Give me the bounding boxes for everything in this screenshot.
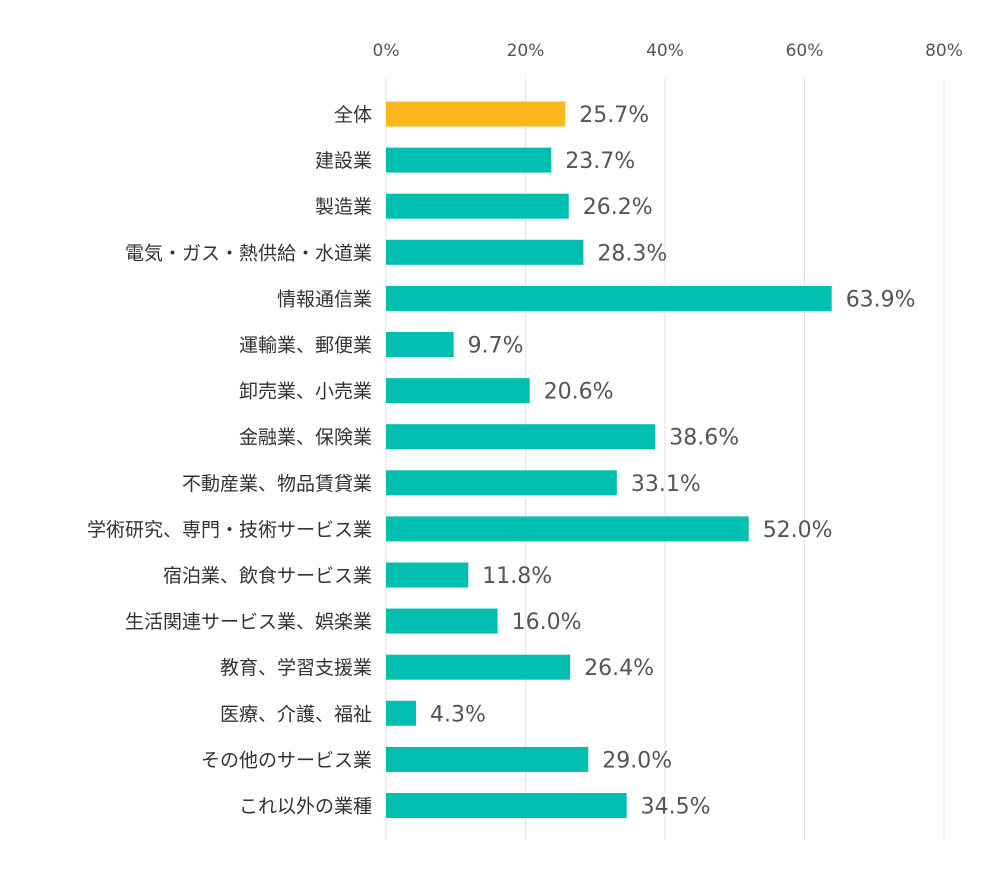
category-label: これ以外の業種	[239, 796, 372, 818]
bar	[386, 562, 469, 588]
data-label: 29.0%	[602, 748, 672, 773]
data-label: 23.7%	[565, 149, 635, 174]
bar	[386, 746, 589, 772]
category-label: 宿泊業、飲食サービス業	[163, 565, 372, 587]
bar	[386, 147, 552, 173]
bar	[386, 470, 617, 496]
x-axis-ticks: 0% 20% 40% 60% 80%	[373, 41, 963, 61]
data-label: 38.6%	[669, 426, 739, 451]
data-labels: 25.7% 23.7% 26.2% 28.3% 63.9% 9.7% 20.6% 38.6% 3…	[430, 103, 916, 820]
x-tick-label: 40%	[646, 41, 684, 61]
data-label: 26.2%	[583, 195, 653, 220]
data-label: 63.9%	[846, 287, 916, 312]
bar	[386, 378, 530, 404]
bar	[386, 239, 584, 265]
bar	[386, 193, 569, 219]
category-label: その他のサービス業	[201, 749, 372, 771]
category-label: 生活関連サービス業、娯楽業	[125, 611, 372, 633]
bar	[386, 424, 656, 450]
category-labels: 全体建設業製造業電気・ガス・熱供給・水道業情報通信業運輸業、郵便業卸売業、小売業…	[87, 104, 372, 818]
data-label: 26.4%	[584, 656, 654, 681]
data-label: 16.0%	[512, 610, 582, 635]
category-label: 製造業	[315, 196, 372, 218]
x-tick-label: 20%	[507, 41, 545, 61]
category-label: 卸売業、小売業	[239, 381, 372, 403]
category-label: 医療、介護、福祉	[220, 703, 372, 725]
x-tick-label: 80%	[925, 41, 963, 61]
bar	[386, 793, 627, 818]
data-label: 11.8%	[482, 564, 552, 589]
bar	[386, 608, 498, 634]
category-label: 全体	[334, 104, 372, 126]
bar	[386, 700, 416, 726]
bar	[386, 101, 566, 127]
x-tick-label: 0%	[373, 41, 400, 61]
category-label: 教育、学習支援業	[220, 657, 372, 679]
category-label: 学術研究、専門・技術サービス業	[87, 519, 372, 541]
x-tick-label: 60%	[786, 41, 824, 61]
category-label: 情報通信業	[277, 288, 372, 310]
data-label: 52.0%	[763, 518, 833, 543]
data-label: 9.7%	[468, 334, 524, 359]
category-label: 電気・ガス・熱供給・水道業	[125, 242, 372, 264]
bar	[386, 332, 454, 357]
bar	[386, 654, 571, 680]
data-label: 34.5%	[641, 795, 711, 820]
bar	[386, 285, 832, 311]
bars	[386, 101, 832, 818]
category-label: 金融業、保険業	[239, 427, 372, 449]
data-label: 33.1%	[631, 472, 701, 497]
category-label: 運輸業、郵便業	[239, 335, 372, 357]
data-label: 20.6%	[544, 380, 614, 405]
data-label: 4.3%	[430, 702, 486, 727]
category-label: 不動産業、物品賃貸業	[182, 473, 372, 495]
category-label: 建設業	[315, 150, 372, 172]
data-label: 28.3%	[597, 241, 667, 266]
bar	[386, 516, 749, 542]
data-label: 25.7%	[579, 103, 649, 128]
